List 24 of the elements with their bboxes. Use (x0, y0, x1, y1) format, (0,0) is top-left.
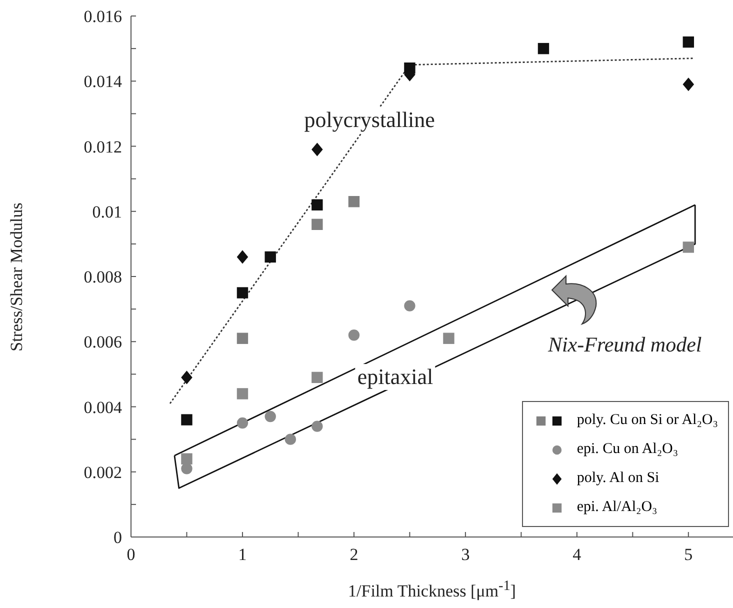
legend-label: poly. Cu on Si or Al₂O₃ (576, 411, 718, 430)
x-tick-label: 2 (350, 545, 358, 564)
x-axis-title: 1/Film Thickness [μm$^{-1}$] (347, 578, 517, 602)
x-tick-label: 4 (572, 545, 582, 564)
y-tick-label: 0.006 (84, 332, 122, 352)
y-tick-label: 0.004 (84, 398, 122, 417)
x-tick-label: 1 (238, 545, 247, 564)
annotation: polycrystalline (302, 107, 437, 134)
legend-label: epi. Al/Al₂O₃ (576, 498, 658, 517)
x-tick-label: 0 (126, 545, 136, 564)
x-tick-label: 5 (684, 545, 693, 564)
legend-label: poly. Al on Si (576, 469, 660, 488)
annotation: epitaxial (355, 364, 436, 390)
y-tick-label: 0.014 (84, 72, 122, 92)
legend-label: epi. Cu on Al₂O₃ (576, 440, 678, 459)
annotation: Nix-Freund model (546, 332, 703, 358)
x-tick-label: 3 (461, 545, 470, 564)
y-tick-label: 0 (114, 528, 122, 548)
y-tick-label: 0.008 (84, 268, 122, 287)
y-axis-title: Stress/Shear Modulus (7, 202, 27, 351)
y-tick-label: 0.01 (92, 202, 122, 222)
y-tick-label: 0.016 (84, 7, 122, 26)
y-tick-label: 0.002 (84, 462, 122, 482)
y-tick-label: 0.012 (84, 137, 122, 156)
